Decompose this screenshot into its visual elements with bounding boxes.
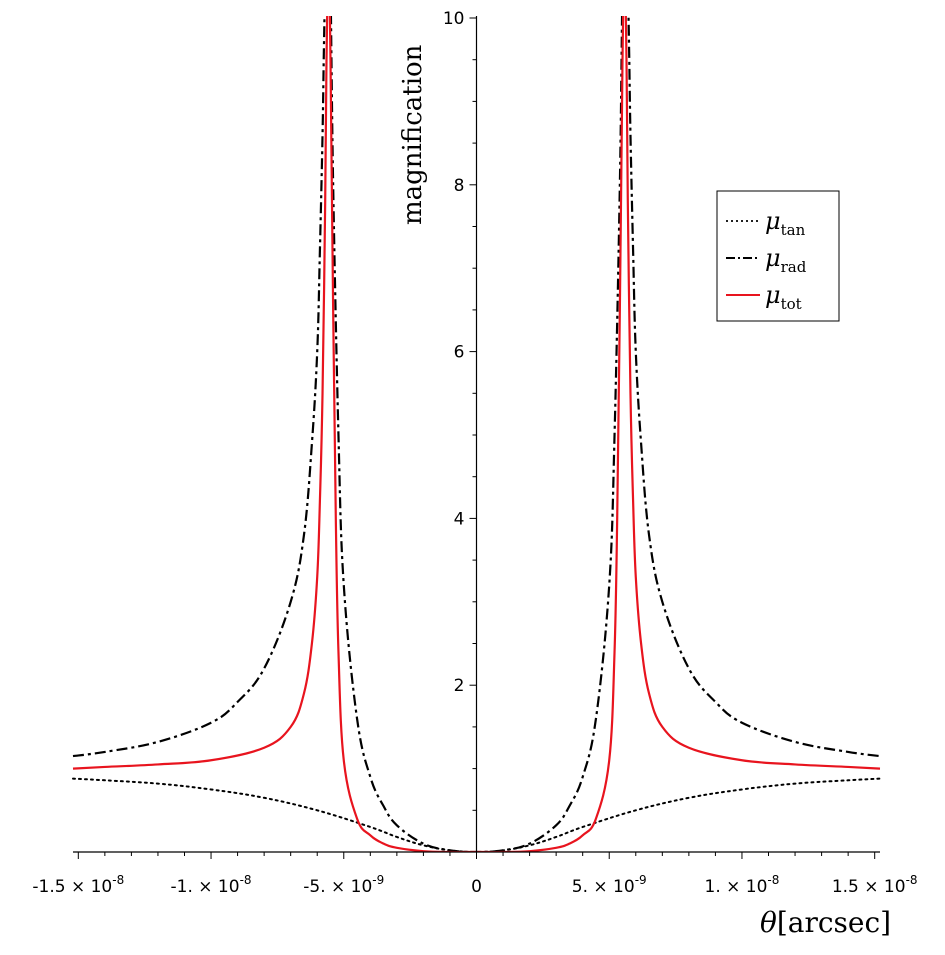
legend-label-tot: μtot (765, 281, 802, 313)
x-tick-label: -5. × 10-9 (303, 873, 384, 897)
legend-subscript: rad (781, 258, 807, 276)
legend-symbol: μ (765, 244, 781, 272)
x-axis-label: θ[arcsec] (760, 906, 891, 939)
series-line-tot (72, 16, 881, 852)
x-tick-label: -1.5 × 10-8 (32, 873, 124, 897)
x-tick-exponent: -8 (112, 873, 124, 887)
x-tick-mantissa: 1.5 × 10 (832, 877, 906, 897)
x-tick-label: -1. × 10-8 (171, 873, 252, 897)
legend-label-tan: μtan (765, 207, 806, 239)
x-tick-exponent: -8 (240, 873, 252, 887)
y-tick-label: 4 (454, 509, 465, 529)
x-tick-exponent: -9 (372, 873, 384, 887)
series-line-rad (72, 16, 881, 852)
ticks: -1.5 × 10-8 -1. × 10-8 -5. × 10-9 0 5. × 10-… (32, 9, 917, 897)
x-tick-mantissa: 5. × 10 (572, 877, 635, 897)
y-tick-label: 2 (454, 676, 465, 696)
x-tick-exponent: -9 (635, 873, 647, 887)
x-tick-exponent: -8 (767, 873, 779, 887)
legend-subscript: tot (781, 295, 802, 313)
x-tick-mantissa: -1. × 10 (171, 877, 240, 897)
x-tick-label: 5. × 10-9 (572, 873, 647, 897)
x-tick-mantissa: -5. × 10 (303, 877, 372, 897)
legend-label-rad: μrad (765, 244, 807, 276)
legend-symbol: μ (765, 207, 781, 235)
legend-subscript: tan (781, 221, 806, 239)
x-tick-mantissa: 0 (471, 877, 482, 897)
y-tick-label: 10 (443, 9, 465, 29)
y-tick-label: 8 (454, 176, 465, 196)
y-axis-label: magnification (398, 44, 428, 225)
x-axis-symbol: θ (760, 906, 777, 939)
legend-symbol: μ (765, 281, 781, 309)
series-layer (72, 16, 881, 852)
x-tick-label: 1. × 10-8 (705, 873, 780, 897)
x-axis-unit: [arcsec] (777, 906, 891, 939)
x-tick-label: 1.5 × 10-8 (832, 873, 918, 897)
y-tick-label: 6 (454, 343, 465, 363)
x-tick-mantissa: 1. × 10 (705, 877, 768, 897)
x-tick-mantissa: -1.5 × 10 (32, 877, 112, 897)
x-tick-exponent: -8 (906, 873, 918, 887)
x-tick-label: 0 (471, 877, 482, 897)
legend-box (716, 190, 840, 322)
